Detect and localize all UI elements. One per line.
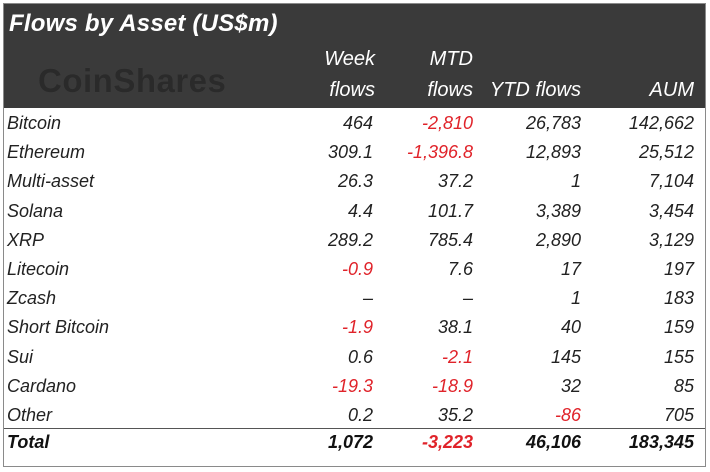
cell-ytd: 26,783 [525,113,581,133]
cell-asset: Short Bitcoin [7,317,110,338]
cell-mtd: 785.4 [427,229,473,250]
cell-ytd: 1 [570,288,581,309]
cell-asset: Zcash [7,288,57,309]
cell-asset: Cardano [7,375,77,396]
cell-week: 464 [342,113,373,133]
table-row: Multi-asset 26.3 37.2 1 7,104 [4,167,705,196]
cell-ytd: 40 [560,317,581,338]
cell-aum: 705 [663,405,694,425]
cell-mtd: 35.2 [437,405,473,425]
total-ytd: 46,106 [525,432,581,452]
table-row: XRP 289.2 785.4 2,890 3,129 [4,226,705,255]
cell-aum: 25,512 [638,142,694,163]
cell-asset: Ethereum [7,142,86,163]
cell-asset: Bitcoin [7,113,62,133]
col-aum: AUM [649,79,694,101]
cell-week: 309.1 [327,142,373,163]
cell-ytd: 17 [560,259,581,279]
cell-aum: 3,129 [648,229,694,250]
cell-week: -19.3 [331,375,373,396]
cell-mtd: -18.9 [431,375,473,396]
cell-aum: 85 [673,375,694,396]
table-row: Litecoin -0.9 7.6 17 197 [4,255,705,284]
cell-ytd: 1 [570,171,581,192]
cell-ytd: -86 [554,405,581,425]
cell-week: -1.9 [341,317,373,338]
cell-aum: 197 [663,259,694,279]
cell-aum: 183 [663,288,694,309]
cell-aum: 155 [663,346,694,367]
cell-asset: Multi-asset [7,171,95,192]
flows-table: Flows by Asset (US$m) CoinShares Week fl… [3,3,706,467]
cell-week: 289.2 [327,229,373,250]
cell-mtd: 38.1 [437,317,473,338]
cell-ytd: 3,389 [535,200,581,221]
cell-mtd: 37.2 [437,171,473,192]
cell-asset: Litecoin [7,259,70,279]
cell-mtd: -2,810 [421,113,473,133]
cell-asset: XRP [7,229,45,250]
cell-ytd: 12,893 [525,142,581,163]
total-mtd: -3,223 [421,432,473,452]
coinshares-logo: CoinShares [38,62,227,99]
cell-mtd: -1,396.8 [406,142,473,163]
cell-asset: Other [7,405,53,425]
col-ytd: YTD flows [489,79,581,101]
table-row: Solana 4.4 101.7 3,389 3,454 [4,197,705,226]
cell-mtd: -2.1 [441,346,473,367]
table-row: Short Bitcoin -1.9 38.1 40 159 [4,313,705,342]
col-week-line1: Week [324,48,375,70]
cell-ytd: 2,890 [535,229,581,250]
col-mtd-line2: flows [427,79,473,101]
table-row: Bitcoin 464 -2,810 26,783 142,662 [4,109,705,138]
table-row: Zcash – – 1 183 [4,284,705,313]
total-row: Total 1,072 -3,223 46,106 183,345 [4,428,705,457]
table-row: Ethereum 309.1 -1,396.8 12,893 25,512 [4,138,705,167]
total-divider [4,428,705,429]
table-title: Flows by Asset (US$m) [9,10,278,37]
col-mtd-line1: MTD [429,48,473,70]
cell-ytd: 32 [560,375,581,396]
cell-aum: 159 [663,317,694,338]
cell-asset: Solana [7,200,64,221]
cell-mtd: 7.6 [447,259,473,279]
cell-week: 0.2 [347,405,373,425]
table-row: Cardano -19.3 -18.9 32 85 [4,372,705,401]
total-label: Total [7,432,50,452]
cell-ytd: 145 [550,346,581,367]
cell-week: 0.6 [347,346,373,367]
total-aum: 183,345 [628,432,694,452]
total-week: 1,072 [327,432,373,452]
table-row: Sui 0.6 -2.1 145 155 [4,343,705,372]
cell-aum: 3,454 [648,200,694,221]
cell-mtd: 101.7 [427,200,473,221]
cell-aum: 7,104 [648,171,694,192]
cell-week: – [362,288,373,309]
cell-week: -0.9 [341,259,373,279]
table-row: Other 0.2 35.2 -86 705 [4,401,705,430]
table-header: Flows by Asset (US$m) CoinShares Week fl… [4,4,705,108]
cell-week: 4.4 [347,200,373,221]
cell-aum: 142,662 [628,113,694,133]
cell-asset: Sui [7,346,34,367]
cell-mtd: – [462,288,473,309]
cell-week: 26.3 [337,171,373,192]
col-week-line2: flows [329,79,375,101]
